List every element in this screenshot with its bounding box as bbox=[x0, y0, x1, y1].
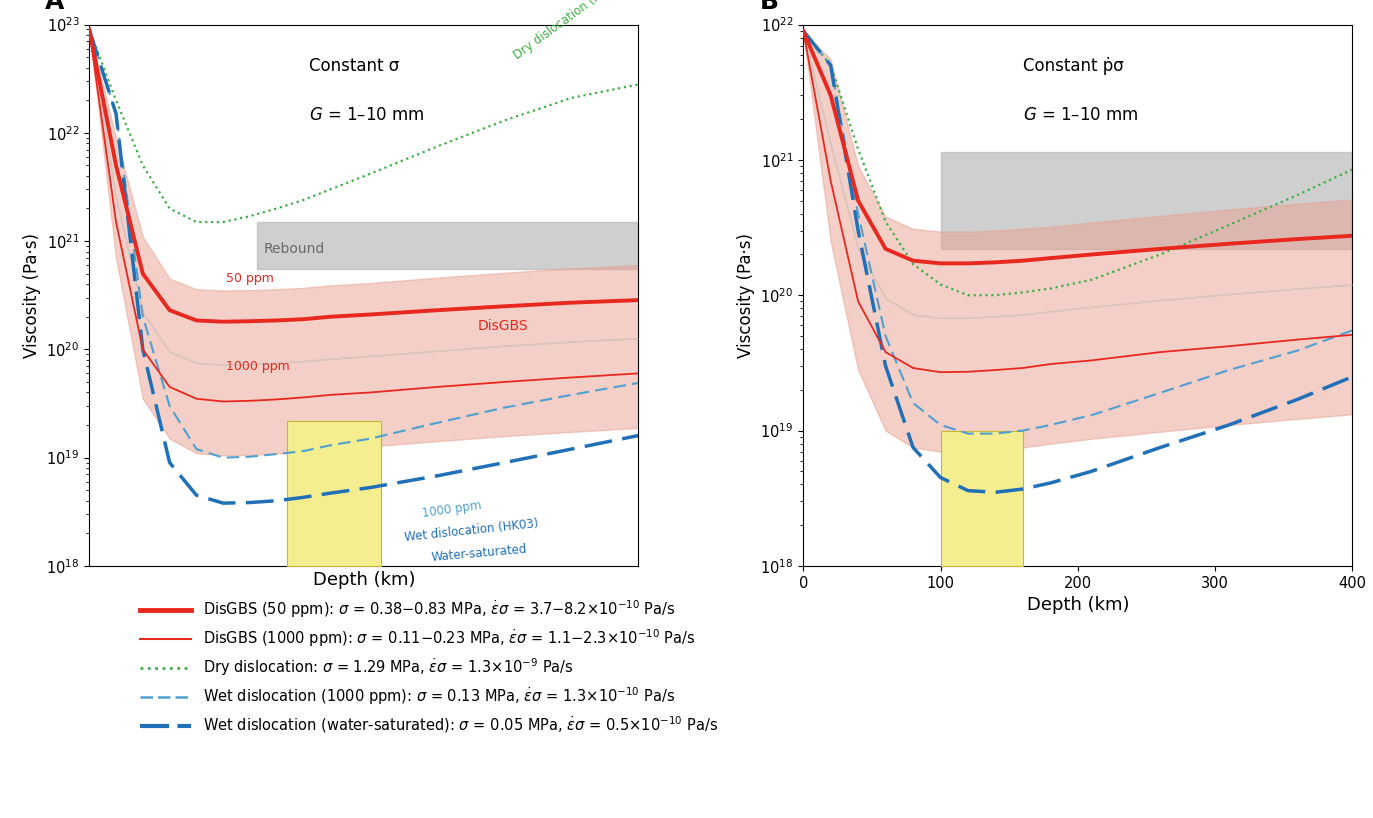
Text: A: A bbox=[45, 0, 65, 14]
Text: CM86: CM86 bbox=[316, 465, 350, 478]
Text: 50 ppm: 50 ppm bbox=[227, 272, 273, 285]
Y-axis label: Viscosity (Pa·s): Viscosity (Pa·s) bbox=[23, 233, 41, 357]
Text: B: B bbox=[759, 0, 778, 14]
Text: 1000 ppm: 1000 ppm bbox=[227, 360, 290, 373]
X-axis label: Depth (km): Depth (km) bbox=[313, 572, 415, 590]
Text: $G$ = 1–10 mm: $G$ = 1–10 mm bbox=[309, 106, 424, 124]
X-axis label: Depth (km): Depth (km) bbox=[1027, 596, 1129, 614]
Legend: DisGBS (50 ppm): $\sigma$ = 0.38$-$0.83 MPa, $\dot{\varepsilon}\sigma$ = 3.7$-$8: DisGBS (50 ppm): $\sigma$ = 0.38$-$0.83 … bbox=[135, 593, 724, 741]
Text: $G$ = 1–10 mm: $G$ = 1–10 mm bbox=[1023, 106, 1138, 124]
Text: Constant σ: Constant σ bbox=[309, 57, 400, 75]
Text: Rebound: Rebound bbox=[264, 242, 324, 256]
Text: 1000 ppm: 1000 ppm bbox=[422, 499, 482, 520]
Y-axis label: Viscosity (Pa·s): Viscosity (Pa·s) bbox=[737, 233, 755, 357]
Text: Dry dislocation (K09): Dry dislocation (K09) bbox=[511, 0, 619, 62]
Text: Wet dislocation (HK03): Wet dislocation (HK03) bbox=[404, 517, 540, 544]
Text: DisGBS: DisGBS bbox=[478, 319, 529, 333]
Text: Constant ṗσ: Constant ṗσ bbox=[1023, 57, 1123, 75]
Text: Water-saturated: Water-saturated bbox=[431, 543, 527, 564]
